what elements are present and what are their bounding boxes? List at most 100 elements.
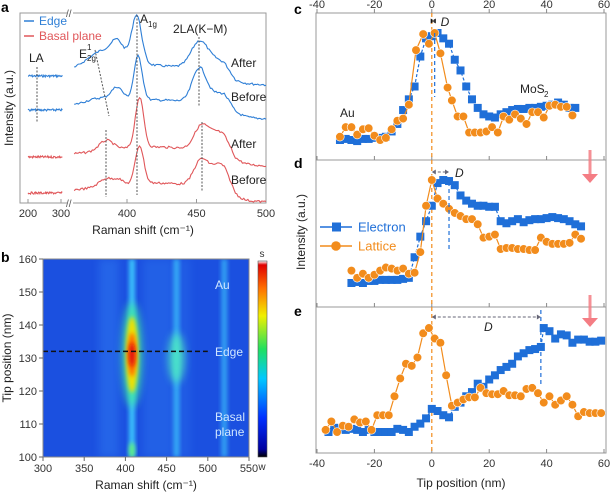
- lattice-point: [381, 133, 391, 143]
- lattice-point: [364, 123, 374, 133]
- x-tick-label: -20: [366, 458, 382, 470]
- x-tick-label: 450: [157, 463, 175, 475]
- electron-point: [525, 216, 534, 225]
- electron-point: [450, 181, 459, 190]
- lattice-point: [366, 425, 377, 435]
- panel-letter-a: a: [1, 0, 9, 15]
- x-tick-label: -40: [309, 458, 325, 470]
- la-label: LA: [29, 51, 44, 65]
- electron-point: [399, 274, 408, 283]
- panel-letter-e: e: [294, 303, 302, 319]
- x-tick-label: 500: [257, 208, 275, 220]
- lattice-point: [467, 214, 477, 224]
- plot-frame: [315, 12, 607, 454]
- lattice-point: [387, 124, 397, 134]
- x-axis-label: Raman shift (cm⁻¹): [92, 223, 194, 237]
- y-axis-label: Intensity (a.u.): [2, 70, 16, 146]
- lattice-point: [407, 361, 417, 371]
- lattice-point: [424, 323, 434, 333]
- lattice-point: [458, 111, 468, 122]
- electron-point: [545, 327, 554, 336]
- electron-point: [439, 411, 448, 420]
- y-axis-label: Tip position (nm): [0, 314, 14, 403]
- electron-point: [456, 66, 465, 75]
- axis-break-gap: [67, 200, 73, 206]
- lattice-point: [409, 268, 420, 278]
- electron-point: [387, 428, 396, 436]
- x-tick-label: 20: [483, 458, 495, 470]
- trace-state-label: Before: [231, 90, 267, 104]
- electron-point: [531, 103, 540, 112]
- lattice-point: [470, 392, 480, 402]
- lattice-point: [473, 219, 483, 229]
- electron-point: [485, 112, 494, 121]
- heatmap-image: [43, 259, 249, 457]
- lattice-point: [435, 338, 446, 348]
- electron-point: [416, 232, 425, 241]
- top-x-tick-label: 40: [540, 0, 552, 11]
- mos2-label: MoS: [520, 82, 545, 96]
- electron-point: [485, 375, 494, 384]
- lattice-point: [326, 416, 336, 427]
- electron-point: [450, 55, 459, 64]
- lattice-point: [447, 95, 457, 106]
- lattice-point: [562, 391, 572, 401]
- lattice-point: [389, 391, 400, 401]
- legend-label-electron: Electron: [358, 220, 406, 235]
- x-axis-label: Raman shift (cm⁻¹): [95, 478, 197, 492]
- electron-point: [556, 330, 565, 339]
- x-tick-label: 300: [52, 208, 70, 220]
- electron-point: [508, 106, 517, 115]
- electron-point: [502, 108, 511, 117]
- lattice-point: [346, 266, 357, 276]
- electron-point: [508, 217, 517, 226]
- axis-break-mark: //: [66, 199, 72, 210]
- top-x-tick-label: 60: [598, 0, 610, 11]
- a1g-label: A: [140, 12, 148, 26]
- electron-point: [404, 95, 413, 104]
- lattice-point: [343, 422, 354, 432]
- lattice-point: [475, 383, 486, 393]
- electron-point: [347, 279, 356, 287]
- y-tick-label: 130: [19, 353, 37, 365]
- electron-point: [341, 134, 350, 143]
- lattice-point: [576, 234, 586, 244]
- lattice-point: [562, 102, 572, 112]
- panel-cde-profiles: -40 -20 0 20 40 60 -40 -20 0 20 40 60 Tip position (…: [294, 0, 610, 490]
- down-arrow-icon-head: [582, 174, 598, 183]
- lattice-point: [432, 193, 443, 204]
- legend-circle-marker: [331, 241, 341, 251]
- electron-point: [467, 95, 476, 104]
- top-x-tick-label: -20: [366, 0, 382, 11]
- electron-point: [467, 388, 476, 397]
- top-x-tick-label: 20: [483, 0, 495, 11]
- lattice-point: [442, 82, 453, 93]
- electron-point: [490, 202, 499, 211]
- electron-point: [381, 275, 390, 284]
- electron-point: [562, 331, 571, 340]
- electron-point: [358, 134, 367, 143]
- lattice-point: [404, 100, 414, 110]
- y-tick-label: 100: [19, 452, 37, 464]
- lattice-point: [427, 175, 437, 185]
- 2la-label: 2LA(K−M): [173, 22, 227, 36]
- y-tick-label: 160: [19, 254, 37, 266]
- x-tick-label: 300: [34, 463, 52, 475]
- electron-point: [370, 276, 379, 285]
- electron-point: [591, 337, 600, 346]
- e2g-marker-line: [94, 49, 110, 117]
- region-label-plane: plane: [215, 425, 245, 439]
- electron-point: [393, 424, 402, 433]
- electron-point: [473, 379, 482, 388]
- electron-point: [479, 110, 488, 119]
- region-label-au: Au: [215, 278, 230, 292]
- x-tick-label: 350: [75, 463, 93, 475]
- lattice-point: [490, 229, 500, 240]
- lattice-point: [530, 245, 540, 255]
- electron-point: [445, 39, 454, 48]
- colorbar-top-label: s: [260, 249, 265, 260]
- electron-point: [473, 103, 482, 112]
- y-tick-label: 110: [19, 419, 37, 431]
